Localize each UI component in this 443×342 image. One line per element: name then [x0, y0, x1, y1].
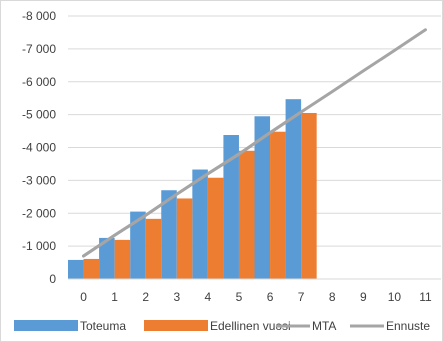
legend-label-edellinen-vuosi: Edellinen vuosi: [210, 319, 291, 333]
bar-toteuma: [254, 116, 271, 279]
x-tick-label: 10: [388, 290, 402, 304]
y-tick-label: -8 000: [22, 9, 56, 23]
y-tick-label: -7 000: [22, 42, 56, 56]
bar-edellinen-vuosi: [238, 150, 255, 279]
legend-swatch-edellinen-vuosi: [144, 320, 208, 331]
bar-edellinen-vuosi: [83, 258, 100, 279]
x-tick-label: 1: [111, 290, 118, 304]
bar-toteuma: [130, 211, 146, 279]
x-tick-label: 3: [173, 290, 180, 304]
y-tick-label: -2 000: [22, 206, 56, 220]
y-tick-label: -3 000: [22, 173, 56, 187]
bar-toteuma: [192, 169, 208, 279]
bar-toteuma: [99, 237, 115, 279]
y-tick-label: 0: [49, 272, 56, 286]
bar-toteuma: [161, 190, 177, 279]
x-tick-label: 7: [298, 290, 305, 304]
bar-toteuma: [68, 259, 84, 279]
legend-label-ennuste: Ennuste: [386, 319, 430, 333]
x-tick-label: 0: [80, 290, 87, 304]
legend-label-toteuma: Toteuma: [80, 319, 126, 333]
bar-toteuma: [285, 99, 302, 279]
y-tick-label: -4 000: [22, 141, 56, 155]
x-tick-label: 5: [236, 290, 243, 304]
legend-swatch-toteuma: [14, 320, 78, 331]
x-tick-label: 11: [419, 290, 432, 304]
bar-toteuma: [223, 135, 239, 279]
legend-label-mta: MTA: [312, 319, 336, 333]
y-tick-label: -1 000: [22, 239, 56, 253]
bar-edellinen-vuosi: [270, 131, 286, 279]
bar-edellinen-vuosi: [145, 218, 162, 279]
bar-edellinen-vuosi: [114, 239, 131, 279]
x-tick-label: 6: [267, 290, 274, 304]
bar-edellinen-vuosi: [207, 177, 224, 279]
x-tick-label: 9: [360, 290, 367, 304]
y-tick-label: -6 000: [22, 75, 56, 89]
y-tick-label: -5 000: [22, 108, 56, 122]
x-tick-label: 8: [329, 290, 336, 304]
x-tick-label: 2: [142, 290, 149, 304]
line-ennuste: [82, 28, 427, 258]
bar-edellinen-vuosi: [176, 198, 193, 279]
x-tick-label: 4: [205, 290, 212, 304]
bar-edellinen-vuosi: [301, 112, 317, 279]
